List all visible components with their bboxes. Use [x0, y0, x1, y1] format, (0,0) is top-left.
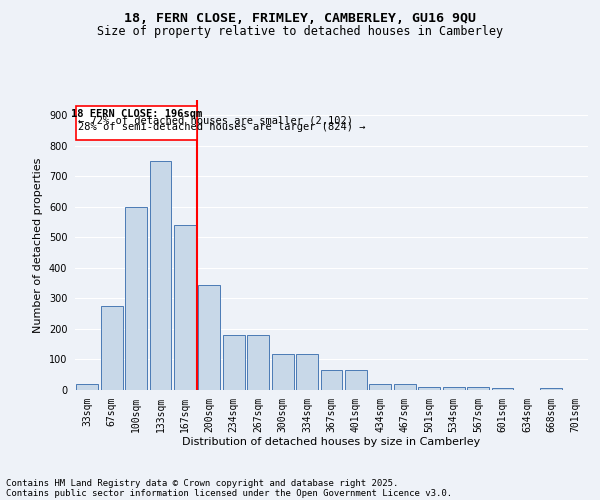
Bar — [247, 335, 269, 390]
Bar — [101, 306, 122, 390]
Bar — [345, 370, 367, 390]
Bar — [418, 387, 440, 390]
Bar — [296, 354, 318, 390]
Y-axis label: Number of detached properties: Number of detached properties — [34, 158, 43, 332]
X-axis label: Distribution of detached houses by size in Camberley: Distribution of detached houses by size … — [182, 437, 481, 447]
Bar — [149, 161, 172, 390]
Bar — [443, 387, 464, 390]
Text: 28% of semi-detached houses are larger (824) →: 28% of semi-detached houses are larger (… — [78, 122, 365, 132]
Text: Size of property relative to detached houses in Camberley: Size of property relative to detached ho… — [97, 25, 503, 38]
Bar — [541, 388, 562, 390]
Bar — [76, 384, 98, 390]
Bar — [174, 225, 196, 390]
Text: ← 72% of detached houses are smaller (2,102): ← 72% of detached houses are smaller (2,… — [78, 116, 353, 126]
Text: Contains public sector information licensed under the Open Government Licence v3: Contains public sector information licen… — [6, 488, 452, 498]
Bar — [320, 370, 343, 390]
Text: 18 FERN CLOSE: 196sqm: 18 FERN CLOSE: 196sqm — [71, 108, 202, 118]
Bar — [199, 284, 220, 390]
Bar — [76, 106, 197, 140]
Text: 18, FERN CLOSE, FRIMLEY, CAMBERLEY, GU16 9QU: 18, FERN CLOSE, FRIMLEY, CAMBERLEY, GU16… — [124, 12, 476, 26]
Bar — [491, 388, 514, 390]
Bar — [394, 384, 416, 390]
Bar — [467, 387, 489, 390]
Text: Contains HM Land Registry data © Crown copyright and database right 2025.: Contains HM Land Registry data © Crown c… — [6, 478, 398, 488]
Bar — [223, 335, 245, 390]
Bar — [272, 354, 293, 390]
Bar — [125, 207, 147, 390]
Bar — [370, 384, 391, 390]
